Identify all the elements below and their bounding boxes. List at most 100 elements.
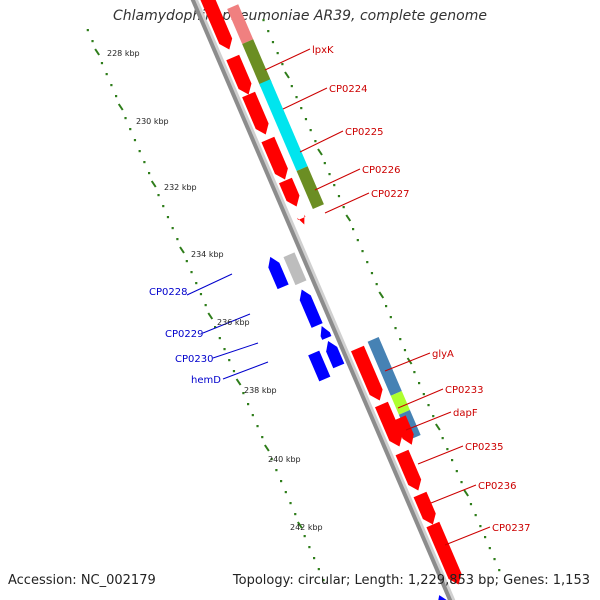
gc-track-right-dot [276, 52, 279, 55]
gc-track-right-dot [370, 272, 374, 275]
gc-track-right-dot [413, 371, 416, 374]
gc-track-right-dot [267, 30, 270, 33]
gene-CP0230b [326, 340, 345, 369]
gc-track-right-dash [284, 71, 290, 79]
gc-track-right-dot [403, 349, 407, 352]
gene-CP0237 [426, 521, 462, 585]
kbp-tick-label: 234 kbp [191, 250, 224, 259]
gc-track-left-dot [223, 348, 226, 351]
gene-label-CP0230: CP0230 [175, 354, 213, 365]
gc-track-left-dash [150, 180, 157, 188]
gc-track-left-dot [105, 73, 108, 76]
gc-track-left-dot [162, 205, 165, 208]
gene-label-CP0224: CP0224 [329, 84, 367, 95]
genome-backbone [190, 0, 456, 600]
gene-label-CP0237: CP0237 [492, 523, 530, 534]
gene-cog-grey [283, 252, 307, 286]
gc-track-left-dash [179, 246, 185, 254]
gc-track-right-dash [345, 214, 352, 222]
gc-track-left-dot [256, 425, 259, 428]
gc-track-left-dot [232, 370, 236, 373]
gc-track-left-dot [270, 458, 273, 461]
gc-track-left-dot [124, 117, 127, 120]
gc-track-left-dot [204, 304, 207, 307]
gc-track-right-dot [262, 19, 265, 22]
gene-CP0227 [279, 177, 300, 207]
gc-track-left-dot [91, 40, 94, 43]
leader-line-CP0227 [324, 192, 370, 214]
leader-line-dapF [405, 411, 452, 431]
gc-track-right-dot [399, 338, 402, 341]
gc-track-right-dot [361, 250, 364, 253]
gc-track-right-dot [418, 382, 421, 385]
leader-line-CP0225 [299, 130, 344, 153]
gc-track-left-dot [218, 337, 221, 340]
gene-label-CP0233: CP0233 [445, 385, 483, 396]
gc-track-left-dot [303, 535, 306, 538]
gc-track-right-dash [463, 489, 469, 497]
gc-track-left-dot [110, 84, 113, 87]
leader-line-CP0237 [444, 526, 491, 546]
gc-track-left-dot [129, 128, 132, 131]
gene-label-glyA: glyA [432, 349, 454, 360]
gc-track-left-dot [86, 29, 89, 32]
gene-label-CP0229: CP0229 [165, 329, 203, 340]
gc-track-left-dash [264, 444, 270, 452]
gc-track-left-dot [143, 161, 146, 164]
gc-track-right-dot [375, 283, 378, 286]
gene-label-CP0225: CP0225 [345, 127, 383, 138]
leader-line-CP0229 [202, 313, 251, 334]
gc-track-left-dot [308, 546, 311, 549]
gc-track-right-dot [328, 173, 331, 176]
gc-track-right-dot [498, 569, 501, 572]
gene-label-CP0227: CP0227 [371, 189, 409, 200]
gc-track-left-dot [322, 579, 325, 582]
kbp-tick-label: 240 kbp [268, 455, 301, 464]
gc-track-right-dot [455, 470, 458, 473]
gc-track-right-dot [323, 162, 326, 165]
gc-track-right-dot [314, 140, 317, 143]
gene-CP0236 [413, 491, 436, 525]
leader-line-hemD [222, 361, 269, 380]
gene-hemD [308, 350, 331, 382]
gene-CP0230a [320, 325, 332, 340]
gc-track-left-dot [100, 62, 104, 65]
gc-track-left-dot [289, 502, 292, 505]
gc-track-left-dot [166, 216, 170, 219]
gc-track-right-dot [295, 96, 298, 99]
gc-track-right-dot [356, 239, 359, 242]
gene-label-CP0235: CP0235 [465, 442, 503, 453]
gc-track-left-dot [214, 326, 217, 329]
gene-cog-cyan [259, 79, 308, 171]
gc-track-left-dot [133, 139, 137, 142]
kbp-tick-label: 228 kbp [107, 49, 140, 58]
kbp-tick-label: 230 kbp [136, 117, 169, 126]
gc-track-right-dot [441, 437, 444, 440]
gene-dapF [394, 415, 414, 445]
gc-track-right-dot [385, 305, 388, 308]
topology-text: Topology: circular; Length: 1,229,853 bp… [232, 573, 590, 588]
gc-track-right-dot [469, 503, 473, 506]
gc-track-right-dot [474, 514, 477, 517]
gc-track-left-dot [138, 150, 141, 153]
gene-CP0228 [268, 256, 289, 290]
gc-track-right-dot [488, 547, 491, 550]
gc-track-left-dot [284, 491, 287, 494]
gene-small-red [297, 214, 306, 225]
gc-track-right-dot [460, 481, 463, 484]
gc-track-right-dot [446, 448, 449, 451]
leader-line-CP0235 [417, 445, 464, 465]
gene-CP0229 [299, 289, 323, 328]
gc-track-left-dot [251, 414, 254, 417]
gc-track-left-dash [117, 103, 124, 111]
gc-track-left-dot [294, 513, 297, 516]
leader-line-CP0226 [314, 168, 361, 191]
gene-label-CP0228: CP0228 [149, 287, 187, 298]
leader-line-CP0228 [186, 273, 233, 296]
gc-track-left-dot [247, 403, 250, 406]
gc-track-left-dot [171, 227, 174, 230]
gene-label-CP0226: CP0226 [362, 165, 400, 176]
gc-track-right-dot [309, 129, 312, 132]
gc-track-left-dot [261, 436, 264, 439]
